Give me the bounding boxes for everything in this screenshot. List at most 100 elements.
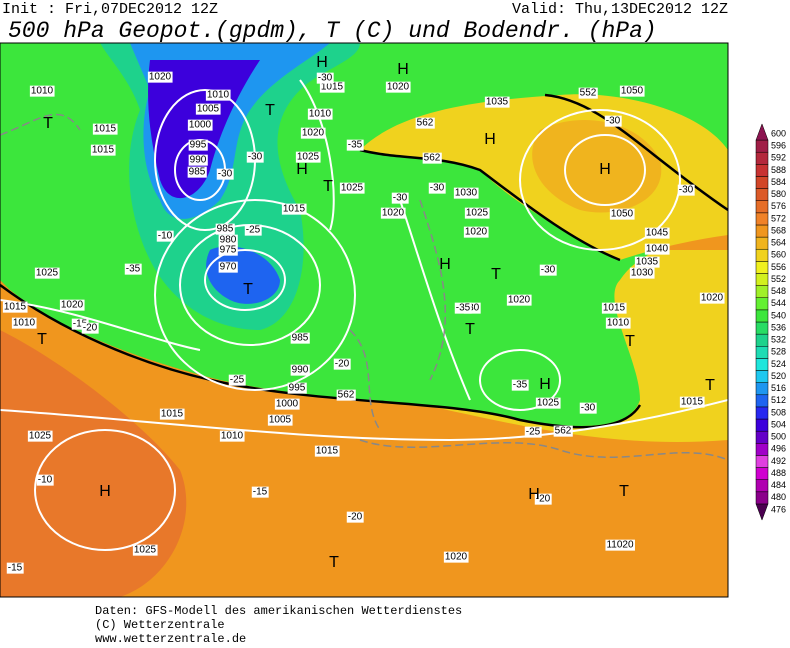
map-title: 500 hPa Geopot.(gpdm), T (C) und Bodendr… xyxy=(8,18,657,44)
map-frame xyxy=(0,42,729,598)
contour-label: -20 xyxy=(335,359,350,370)
label-bg xyxy=(218,261,238,273)
contour-label: -20 xyxy=(83,323,98,334)
contour-label: 1020 xyxy=(701,293,724,304)
label-bg xyxy=(535,397,561,409)
contour-label: 980 xyxy=(220,235,237,246)
colorbar-label: 528 xyxy=(771,347,786,357)
contour-label: 1020 xyxy=(387,82,410,93)
label-bg xyxy=(415,117,435,129)
label-bg xyxy=(6,562,24,574)
pressure-center: T xyxy=(705,377,715,394)
label-bg xyxy=(314,445,340,457)
contour-label: 1015 xyxy=(283,204,306,215)
contour-label: -30 xyxy=(218,169,233,180)
label-bg xyxy=(443,551,469,563)
contour-label: 11020 xyxy=(606,540,634,551)
label-bg xyxy=(92,123,118,135)
colorbar-swatch xyxy=(755,236,769,250)
label-bg xyxy=(215,223,235,235)
contour-label: 1040 xyxy=(646,244,669,255)
label-bg xyxy=(27,430,53,442)
contour-label: 1045 xyxy=(646,228,669,239)
label-bg xyxy=(290,332,310,344)
label-bg xyxy=(484,96,510,108)
label-bg xyxy=(251,486,269,498)
footer-line: Daten: GFS-Modell des amerikanischen Wet… xyxy=(95,604,462,618)
colorbar-label: 532 xyxy=(771,335,786,345)
contour-label: 552 xyxy=(580,88,597,99)
label-bg xyxy=(380,207,406,219)
contour-label: 995 xyxy=(190,140,207,151)
label-bg xyxy=(524,426,542,438)
colorbar-swatch xyxy=(755,285,769,298)
label-bg xyxy=(216,168,234,180)
label-bg xyxy=(147,71,173,83)
label-bg xyxy=(428,182,446,194)
colorbar-swatch xyxy=(755,443,769,456)
label-bg xyxy=(2,301,28,313)
label-bg xyxy=(195,103,221,115)
label-bg xyxy=(307,108,333,120)
label-bg xyxy=(604,115,622,127)
label-bg xyxy=(579,402,597,414)
colorbar-label: 556 xyxy=(771,262,786,272)
contour-label: 1025 xyxy=(36,268,59,279)
contour-label: 1025 xyxy=(29,431,52,442)
label-bg xyxy=(188,154,208,166)
contour-label: 1020 xyxy=(465,227,488,238)
pressure-center: H xyxy=(397,61,409,78)
label-bg xyxy=(454,302,472,314)
contour-label: 1020 xyxy=(445,552,468,563)
colorbar-swatch xyxy=(755,200,769,214)
label-bg xyxy=(644,243,670,255)
label-bg xyxy=(287,382,307,394)
colorbar-label: 576 xyxy=(771,201,786,211)
contour-label: 970 xyxy=(220,262,237,273)
pressure-center: T xyxy=(625,333,635,350)
pressure-center: H xyxy=(296,161,308,178)
contour-label: -30 xyxy=(541,265,556,276)
contour-label: -30 xyxy=(430,183,445,194)
contour-label: 1035 xyxy=(636,257,659,268)
colorbar-swatch xyxy=(755,248,769,262)
label-bg xyxy=(506,294,532,306)
label-bg xyxy=(124,263,142,275)
label-bg xyxy=(228,374,246,386)
colorbar-swatch xyxy=(755,188,769,201)
label-bg xyxy=(601,302,627,314)
colorbar-label: 504 xyxy=(771,419,786,429)
colorbar-swatch xyxy=(755,455,769,468)
label-bg xyxy=(619,85,645,97)
colorbar-label: 516 xyxy=(771,383,786,393)
colorbar-label: 592 xyxy=(771,153,786,163)
contour-label: 1020 xyxy=(382,208,405,219)
contour-label: 1020 xyxy=(149,72,172,83)
colorbar-label: 540 xyxy=(771,310,786,320)
contour-label: 1050 xyxy=(621,86,644,97)
label-bg xyxy=(187,119,213,131)
colorbar-label: 588 xyxy=(771,165,786,175)
colorbar-label: 480 xyxy=(771,492,786,502)
colorbar-swatch xyxy=(755,333,769,347)
pressure-center: H xyxy=(539,376,551,393)
contour-label: 1015 xyxy=(321,82,344,93)
colorbar-label: 544 xyxy=(771,298,786,308)
pressure-center: T xyxy=(619,483,629,500)
label-bg xyxy=(677,184,695,196)
contour-label: -35 xyxy=(456,303,471,314)
label-bg xyxy=(290,364,310,376)
label-bg xyxy=(34,267,60,279)
colorbar-label: 548 xyxy=(771,286,786,296)
label-bg xyxy=(464,207,490,219)
contour-label: 1010 xyxy=(13,318,36,329)
contour-label: 995 xyxy=(289,383,306,394)
label-bg xyxy=(81,322,99,334)
label-bg xyxy=(578,87,598,99)
contour-label: 562 xyxy=(338,390,355,401)
colorbar-label: 584 xyxy=(771,177,786,187)
contour-label: 1015 xyxy=(92,145,115,156)
contour-label: 990 xyxy=(190,155,207,166)
pressure-center: T xyxy=(323,178,333,195)
